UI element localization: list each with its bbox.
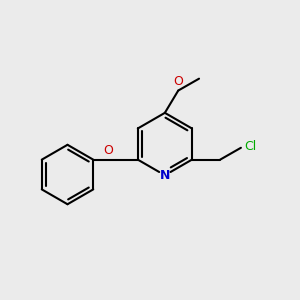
- Text: O: O: [103, 144, 113, 157]
- Text: O: O: [173, 75, 183, 88]
- Text: Cl: Cl: [244, 140, 257, 153]
- Text: N: N: [160, 169, 170, 182]
